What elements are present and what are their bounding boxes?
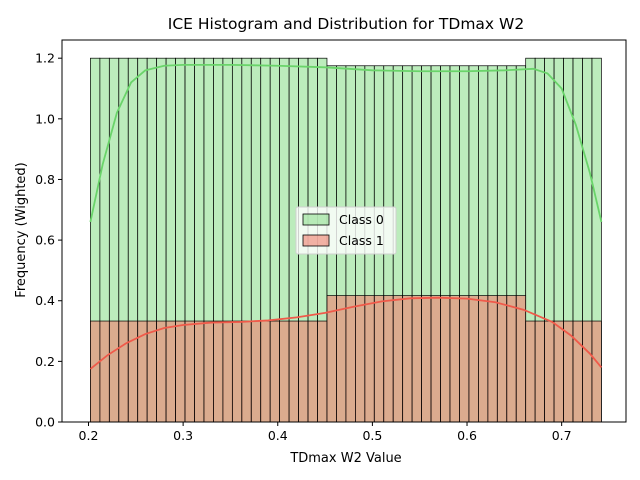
histogram-bar	[383, 295, 394, 423]
histogram-bar	[279, 320, 290, 423]
histogram-bar	[402, 295, 413, 423]
y-tick-label: 0.6	[35, 233, 55, 248]
legend-label: Class 0	[339, 212, 384, 227]
x-axis-label: TDmax W2 Value	[289, 451, 401, 466]
histogram-bar	[307, 320, 318, 423]
y-axis: 0.0 0.2 0.4 0.6 0.8 1.0 1.2	[35, 51, 62, 430]
kde-line-class-0	[89, 63, 603, 223]
histogram-bar	[582, 320, 593, 423]
histogram-bar	[534, 320, 545, 423]
x-tick-label: 0.2	[79, 428, 99, 443]
histogram-bar	[184, 320, 195, 423]
histogram-bar	[288, 320, 299, 423]
histogram-bar	[99, 320, 110, 423]
bars-class-1	[90, 295, 602, 423]
y-axis-label: Frequency (Wighted)	[14, 162, 29, 297]
legend: Class 0 Class 1	[295, 206, 397, 255]
histogram-bar	[118, 320, 129, 423]
x-tick-label: 0.4	[268, 428, 288, 443]
histogram-bar	[317, 320, 328, 423]
chart-title: ICE Histogram and Distribution for TDmax…	[168, 15, 524, 33]
y-tick-label: 0.0	[35, 415, 55, 430]
histogram-bar	[269, 320, 281, 423]
y-tick-label: 1.0	[35, 111, 55, 126]
histogram-bar	[156, 320, 167, 423]
histogram-bar	[231, 320, 243, 423]
legend-swatch	[302, 213, 330, 226]
x-tick-label: 0.7	[552, 428, 572, 443]
histogram-bar	[194, 320, 205, 423]
histogram-bar	[364, 295, 375, 423]
histogram-bar	[241, 320, 252, 423]
histogram-bar	[336, 295, 347, 423]
histogram-bar	[146, 320, 157, 423]
y-tick-label: 0.8	[35, 172, 55, 187]
histogram-bar	[213, 320, 224, 423]
histogram-bar	[326, 295, 337, 423]
histogram-bar	[591, 320, 602, 423]
kde-line-class-1	[89, 296, 603, 370]
histogram-bar	[459, 295, 470, 423]
histogram-bar	[515, 295, 527, 423]
histogram-bar	[525, 320, 536, 423]
y-tick-label: 0.4	[35, 293, 55, 308]
histogram-bar	[108, 320, 120, 423]
y-tick-label: 1.2	[35, 51, 55, 66]
histogram-bar	[392, 295, 404, 423]
histogram-bar	[411, 295, 422, 423]
histogram-bar	[506, 295, 517, 423]
x-tick-label: 0.6	[457, 428, 477, 443]
histogram-bar	[175, 320, 186, 423]
legend-swatch	[302, 234, 330, 247]
legend-label: Class 1	[339, 233, 384, 248]
histogram-bar	[553, 320, 564, 423]
histogram-bar	[440, 295, 451, 423]
x-axis: 0.2 0.3 0.4 0.5 0.6 0.7	[79, 422, 572, 443]
histogram-bar	[478, 295, 489, 423]
y-tick-label: 0.2	[35, 354, 55, 369]
histogram-bar	[298, 320, 309, 423]
x-tick-label: 0.5	[362, 428, 382, 443]
histogram-bar	[222, 320, 233, 423]
histogram-bar	[544, 320, 555, 423]
histogram-bar	[203, 320, 214, 423]
histogram-bar	[90, 320, 101, 423]
histogram-bar	[260, 320, 271, 423]
histogram-bar	[572, 320, 583, 423]
histogram-bar	[468, 295, 479, 423]
histogram-bar	[487, 295, 498, 423]
histogram-bar	[373, 295, 385, 423]
histogram-bar	[449, 295, 460, 423]
x-tick-label: 0.3	[173, 428, 193, 443]
histogram-bar	[127, 320, 139, 423]
histogram-bar	[355, 295, 366, 423]
histogram-bar	[165, 320, 176, 423]
histogram-bar	[250, 320, 262, 423]
plot-frame	[61, 39, 627, 423]
histogram-bar	[421, 295, 432, 423]
histogram-bar	[430, 295, 441, 423]
histogram-bar	[496, 295, 508, 423]
histogram-bar	[345, 295, 356, 423]
